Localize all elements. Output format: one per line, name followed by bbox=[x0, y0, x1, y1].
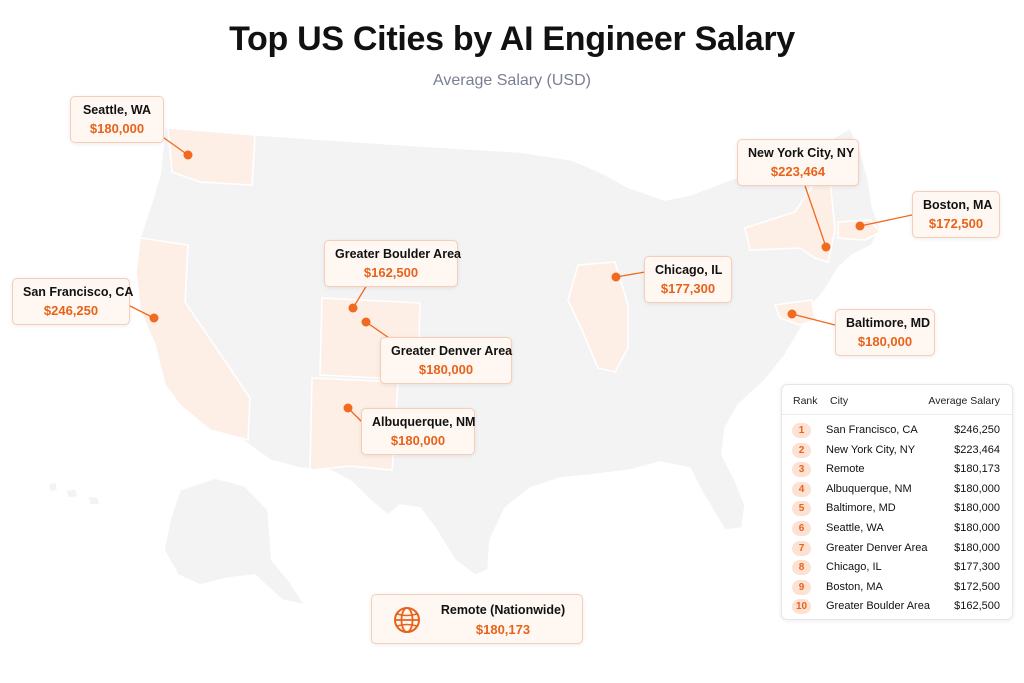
callout-salary: $180,000 bbox=[390, 433, 446, 448]
row-salary: $180,173 bbox=[954, 463, 1000, 476]
table-row: 8 Chicago, IL $177,300 bbox=[782, 558, 1012, 578]
remote-label: Remote (Nationwide) bbox=[440, 603, 566, 617]
hawaii bbox=[47, 481, 102, 506]
remote-salary: $180,173 bbox=[475, 622, 531, 637]
callout-city: Boston, MA bbox=[923, 198, 993, 212]
ranking-table: Rank City Average Salary 1 San Francisco,… bbox=[781, 384, 1013, 620]
callout-city: Greater Boulder Area bbox=[335, 247, 461, 261]
table-row: 7 Greater Denver Area $180,000 bbox=[782, 539, 1012, 559]
rank-badge: 2 bbox=[792, 442, 811, 458]
callout-denver: Greater Denver Area $180,000 bbox=[380, 337, 512, 384]
row-salary: $180,000 bbox=[954, 482, 1000, 495]
row-salary: $177,300 bbox=[954, 561, 1000, 574]
leader-baltimore bbox=[791, 313, 836, 326]
callout-city: San Francisco, CA bbox=[23, 285, 134, 299]
marker-san-francisco bbox=[149, 313, 159, 323]
row-city: Greater Denver Area bbox=[826, 541, 928, 554]
row-city: Chicago, IL bbox=[826, 561, 882, 574]
callout-baltimore: Baltimore, MD $180,000 bbox=[835, 309, 935, 356]
callout-salary: $172,500 bbox=[928, 216, 984, 231]
rank-badge: 6 bbox=[792, 521, 811, 536]
callout-city: Albuquerque, NM bbox=[372, 415, 476, 429]
marker-baltimore bbox=[787, 309, 797, 319]
callout-city: Seattle, WA bbox=[82, 103, 152, 117]
row-salary: $246,250 bbox=[954, 424, 1000, 436]
marker-seattle bbox=[183, 150, 193, 160]
callout-salary: $180,000 bbox=[89, 121, 145, 136]
row-city: Seattle, WA bbox=[826, 522, 884, 534]
marker-albuquerque bbox=[343, 403, 353, 413]
state-new-york bbox=[744, 179, 836, 264]
rank-badge: 5 bbox=[792, 501, 811, 517]
callout-seattle: Seattle, WA $180,000 bbox=[70, 96, 164, 143]
table-row: 2 New York City, NY $223,464 bbox=[782, 441, 1012, 461]
table-row: 1 San Francisco, CA $246,250 bbox=[782, 421, 1012, 441]
row-city: Baltimore, MD bbox=[826, 502, 896, 515]
header-salary: Average Salary bbox=[928, 395, 1000, 407]
alaska bbox=[163, 477, 307, 607]
leader-boston bbox=[859, 214, 913, 227]
callout-city: Chicago, IL bbox=[655, 263, 723, 277]
callout-new-york: New York City, NY $223,464 bbox=[737, 139, 859, 186]
callout-salary: $180,000 bbox=[418, 362, 474, 377]
state-washington bbox=[167, 127, 256, 186]
rank-badge: 3 bbox=[792, 462, 811, 478]
marker-boston bbox=[855, 221, 865, 231]
row-city: Remote bbox=[826, 463, 865, 476]
header-city: City bbox=[830, 395, 849, 407]
header-rank: Rank bbox=[793, 395, 818, 407]
callout-salary: $223,464 bbox=[770, 164, 826, 179]
remote-callout: Remote (Nationwide) $180,173 bbox=[371, 594, 583, 644]
callout-boulder: Greater Boulder Area $162,500 bbox=[324, 240, 461, 287]
table-row: 10 Greater Boulder Area $162,500 bbox=[782, 597, 1012, 617]
marker-chicago bbox=[611, 272, 621, 282]
rank-badge: 1 bbox=[792, 423, 811, 438]
table-row: 9 Boston, MA $172,500 bbox=[782, 578, 1012, 598]
row-salary: $162,500 bbox=[954, 600, 1000, 613]
row-city: Greater Boulder Area bbox=[826, 600, 930, 613]
leader-chicago bbox=[615, 271, 646, 278]
rank-badge: 8 bbox=[792, 560, 811, 576]
rank-badge: 7 bbox=[792, 540, 811, 556]
callout-chicago: Chicago, IL $177,300 bbox=[644, 256, 732, 303]
callout-city: Baltimore, MD bbox=[846, 316, 931, 330]
page-title: Top US Cities by AI Engineer Salary bbox=[229, 20, 795, 58]
row-salary: $180,000 bbox=[954, 522, 1000, 534]
callout-albuquerque: Albuquerque, NM $180,000 bbox=[361, 408, 475, 455]
callout-salary: $162,500 bbox=[363, 265, 419, 280]
rank-badge: 9 bbox=[792, 579, 811, 595]
rank-badge: 10 bbox=[792, 599, 811, 615]
callout-salary: $246,250 bbox=[43, 303, 99, 318]
callout-city: Greater Denver Area bbox=[391, 344, 513, 358]
table-row: 6 Seattle, WA $180,000 bbox=[782, 519, 1012, 539]
row-city: San Francisco, CA bbox=[826, 424, 918, 436]
callout-city: New York City, NY bbox=[748, 146, 855, 160]
leader-new-york bbox=[802, 179, 827, 248]
marker-new-york bbox=[821, 242, 831, 252]
row-salary: $180,000 bbox=[954, 502, 1000, 515]
row-salary: $223,464 bbox=[954, 443, 1000, 456]
state-california bbox=[135, 237, 251, 442]
page-subtitle: Average Salary (USD) bbox=[433, 72, 591, 89]
callout-san-francisco: San Francisco, CA $246,250 bbox=[12, 278, 134, 325]
leader-san-francisco bbox=[127, 304, 155, 319]
globe-icon bbox=[394, 607, 420, 633]
callout-salary: $177,300 bbox=[660, 281, 716, 296]
row-city: Boston, MA bbox=[826, 580, 883, 593]
table-row: 3 Remote $180,173 bbox=[782, 460, 1012, 480]
table-header: Rank City Average Salary bbox=[782, 385, 1012, 415]
marker-denver bbox=[361, 317, 371, 327]
row-salary: $172,500 bbox=[954, 580, 1000, 593]
row-city: Albuquerque, NM bbox=[826, 482, 912, 495]
callout-boston: Boston, MA $172,500 bbox=[912, 191, 1000, 238]
callout-salary: $180,000 bbox=[857, 334, 913, 349]
marker-boulder bbox=[348, 303, 358, 313]
row-city: New York City, NY bbox=[826, 443, 916, 456]
table-row: 4 Albuquerque, NM $180,000 bbox=[782, 480, 1012, 500]
table-row: 5 Baltimore, MD $180,000 bbox=[782, 499, 1012, 519]
rank-badge: 4 bbox=[792, 481, 811, 497]
row-salary: $180,000 bbox=[954, 541, 1000, 554]
